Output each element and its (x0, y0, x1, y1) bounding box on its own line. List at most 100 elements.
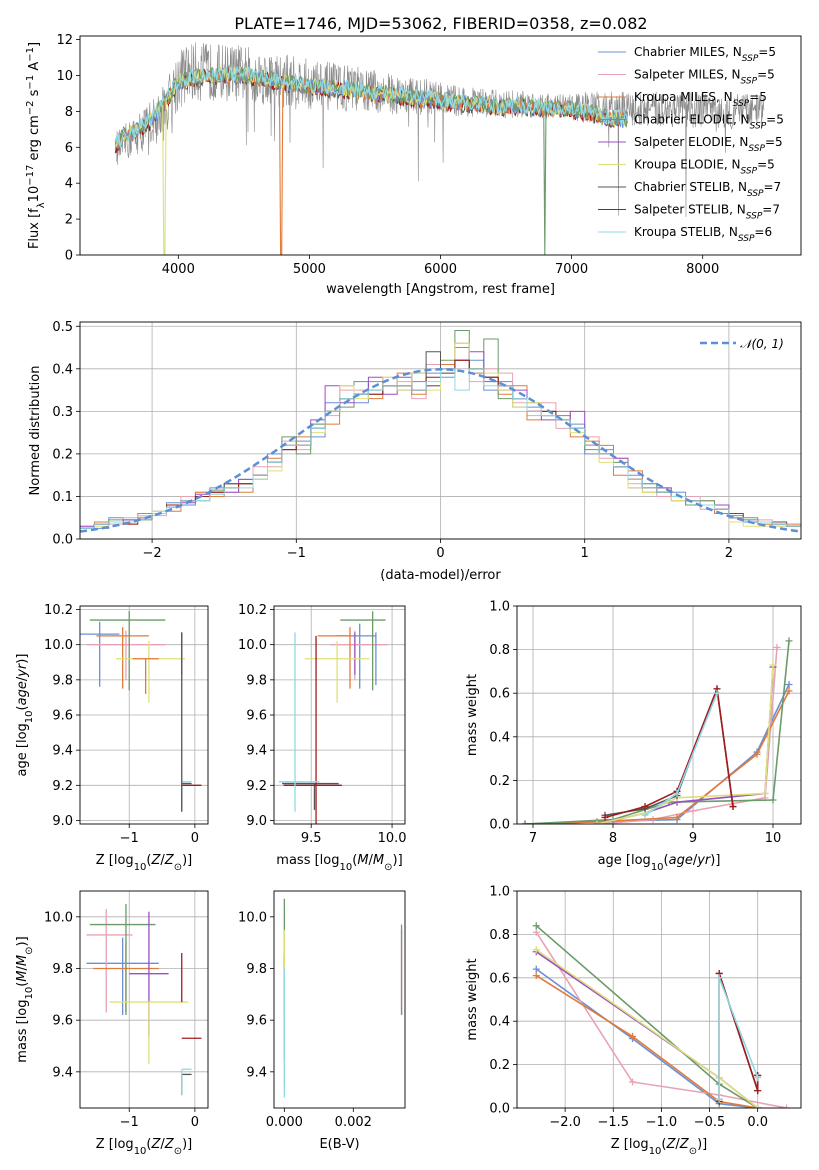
x-tick-label: −0.5 (694, 1115, 726, 1130)
x-tick-label: 7 (529, 831, 537, 846)
data-point-marker (629, 1078, 637, 1086)
age-vs-mass-axes: 9.5 10.0 9.0 9.2 9.4 9.6 9.8 10.0 10.2 (238, 603, 406, 846)
label-part: Z (666, 1137, 677, 1152)
x-tick-label: 10 (765, 831, 782, 846)
massweight-vs-Z-frame (516, 890, 802, 1109)
data-point-marker (715, 1095, 723, 1103)
label-part: )] (15, 936, 30, 946)
x-tick-label: 2 (725, 546, 733, 561)
y-tick-label: 9.6 (52, 1014, 73, 1029)
legend-text: Chabrier ELODIE, N (634, 113, 750, 127)
mass-vs-Z-grid (80, 891, 208, 1108)
y-tick-label: 9.2 (246, 779, 267, 794)
mass-vs-EBV-errorbars (283, 898, 403, 1098)
y-axis-label: age [log10(age/yr)] (15, 654, 35, 777)
legend-entry: Salpeter STELIB, NSSP=7 (634, 203, 780, 222)
label-part: Z [log (96, 853, 134, 868)
age-vs-mass-grid (274, 606, 405, 824)
legend-entry: Salpeter MILES, NSSP=5 (634, 68, 775, 87)
mass-vs-Z-errorbars (86, 903, 202, 1096)
legend-text: Kroupa STELIB, N (634, 225, 738, 239)
y-tick-label: 0.0 (489, 1102, 510, 1117)
legend-entry: Kroupa STELIB, NSSP=6 (634, 225, 772, 244)
x-tick-label: 0.000 (266, 1115, 303, 1130)
data-point-marker (785, 637, 793, 645)
data-point-marker (754, 1074, 762, 1082)
y-tick-label: 1.0 (489, 885, 510, 900)
y-tick-label: 10.0 (44, 638, 73, 653)
label-part: Z (151, 1137, 162, 1152)
y-axis-label: mass weight (465, 958, 480, 1040)
y-axis-label: Flux [fλ10−17 erg cm−2 s−1 A−1] (25, 42, 47, 249)
label-part: Flux [f (27, 208, 42, 249)
label-part: Z (151, 853, 162, 868)
label-part: 10 (24, 710, 35, 723)
x-tick-label: −2 (143, 546, 162, 561)
legend-entry: Salpeter ELODIE, NSSP=5 (634, 135, 783, 154)
x-tick-label: 9.5 (301, 831, 322, 846)
data-point-marker (532, 946, 540, 954)
y-tick-label: 8 (65, 105, 73, 120)
y-tick-label: 10.2 (238, 603, 267, 618)
label-part: 10 (27, 186, 42, 203)
data-point-marker (715, 974, 723, 982)
label-part: ] (27, 42, 42, 47)
y-axis-label: mass [log10(M/M⊙)] (15, 936, 35, 1062)
label-part: ( (352, 853, 357, 868)
y-tick-label: 0.0 (489, 818, 510, 833)
y-tick-label: 1.0 (489, 600, 510, 615)
label-part: 10 (134, 1146, 147, 1157)
data-point-marker (754, 1087, 762, 1095)
label-part: )] (182, 853, 192, 868)
x-tick-label: 5000 (293, 262, 326, 277)
data-point-marker (753, 750, 761, 758)
y-tick-label: 0.8 (489, 643, 510, 658)
age-vs-Z-axes: −1 0 9.0 9.2 9.4 9.6 9.8 10.0 10.2 (44, 603, 208, 846)
series-line (535, 974, 758, 1108)
histogram-step-line (80, 368, 801, 529)
x-axis-label: Z [log10(Z/Z⊙)] (611, 1137, 708, 1157)
legend-text: =5 (757, 68, 775, 82)
label-part: age (15, 681, 30, 705)
y-tick-label: 0.6 (489, 687, 510, 702)
y-tick-label: 0.2 (489, 1058, 510, 1073)
y-tick-label: 9.4 (246, 1065, 267, 1080)
x-axis-label: Z [log10(Z/Z⊙)] (96, 853, 193, 873)
legend-text: =7 (762, 203, 780, 217)
label-part: ( (661, 1137, 666, 1152)
y-tick-label: 0.4 (52, 362, 73, 377)
label-part: s (27, 89, 42, 100)
series-line (535, 925, 759, 1108)
data-point-marker (593, 820, 601, 824)
series-line (524, 640, 790, 824)
age-vs-mass-errorbars (278, 611, 388, 824)
mass-vs-Z-frame (79, 890, 209, 1109)
legend-text: Chabrier MILES, N (634, 45, 742, 59)
y-tick-label: 9.6 (246, 1014, 267, 1029)
label-part: E(B-V) (319, 1137, 359, 1152)
legend-sub: SSP (741, 167, 758, 177)
label-part: erg cm (27, 115, 42, 164)
histograms (80, 330, 801, 533)
massweight-vs-Z-lines (532, 922, 791, 1108)
y-tick-label: 10 (56, 69, 73, 84)
label-part: 10 (649, 1146, 662, 1157)
label-part: )] (710, 853, 720, 868)
legend-entry: Chabrier MILES, NSSP=5 (634, 45, 776, 64)
x-axis-label: (data-model)/error (380, 568, 501, 583)
legend-text: =5 (758, 45, 776, 59)
label-part: Z (164, 1137, 175, 1152)
data-point-marker (783, 1104, 791, 1108)
label-part: ⊙ (24, 946, 35, 954)
legend-entry: Chabrier ELODIE, NSSP=5 (634, 113, 784, 132)
label-part: yr (15, 662, 30, 678)
x-tick-label: 0.0 (747, 1115, 768, 1130)
label-part: ( (664, 853, 669, 868)
legend-text: Salpeter ELODIE, N (634, 135, 748, 149)
x-axis-label: Z [log10(Z/Z⊙)] (96, 1137, 193, 1157)
data-point-marker (773, 643, 781, 651)
legend-sub: SSP (738, 234, 755, 244)
label-part: Z (164, 853, 175, 868)
legend-sub: SSP (741, 77, 758, 87)
